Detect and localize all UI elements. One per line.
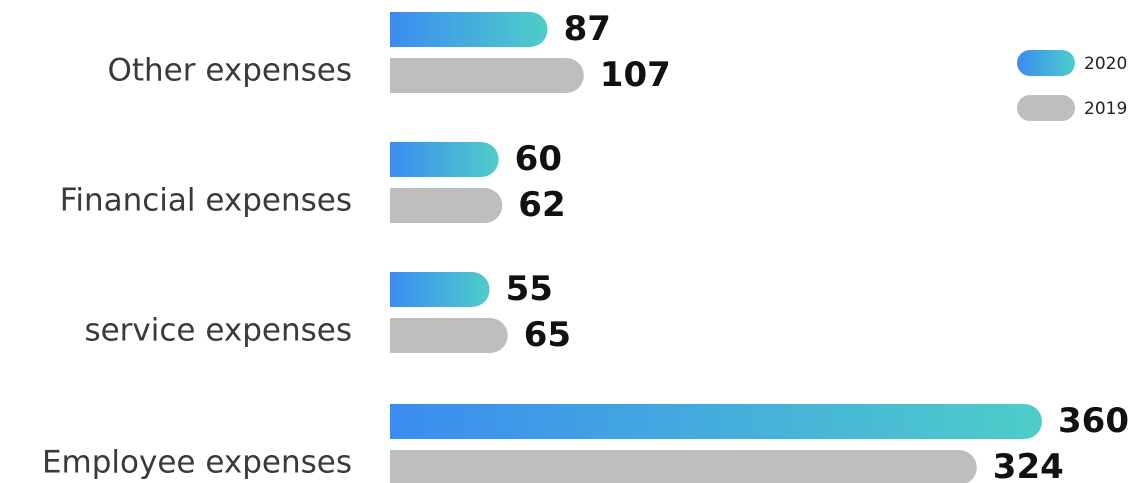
bars-layer — [390, 12, 1042, 483]
value-label-2019-service-expenses: 65 — [524, 315, 571, 355]
bar-2019-other-expenses — [390, 58, 584, 93]
bar-2020-financial-expenses — [390, 142, 499, 177]
value-label-2020-employee-expenses: 360 — [1058, 401, 1129, 441]
legend-swatch-2020 — [1017, 50, 1075, 76]
legend-label-2019: 2019 — [1084, 99, 1127, 119]
value-label-2019-employee-expenses: 324 — [993, 447, 1064, 483]
value-label-2019-financial-expenses: 62 — [518, 185, 565, 225]
bar-2019-employee-expenses — [390, 450, 977, 483]
category-label-financial-expenses: Financial expenses — [60, 183, 352, 219]
value-label-2020-financial-expenses: 60 — [515, 139, 562, 179]
bar-2019-financial-expenses — [390, 188, 503, 223]
value-label-2019-other-expenses: 107 — [600, 55, 671, 95]
bar-2020-other-expenses — [390, 12, 548, 47]
legend: 2020 2019 — [1017, 50, 1127, 121]
category-label-other-expenses: Other expenses — [107, 53, 352, 89]
labels-layer: Other expenses 87 107 Financial expenses 60 6… — [42, 9, 1129, 483]
category-label-employee-expenses: Employee expenses — [42, 445, 352, 481]
bar-2020-employee-expenses — [390, 404, 1042, 439]
legend-swatch-2019 — [1017, 95, 1075, 121]
bar-2020-service-expenses — [390, 272, 490, 307]
value-label-2020-service-expenses: 55 — [506, 269, 553, 309]
value-label-2020-other-expenses: 87 — [564, 9, 611, 49]
bar-2019-service-expenses — [390, 318, 508, 353]
category-label-service-expenses: service expenses — [84, 313, 352, 349]
legend-label-2020: 2020 — [1084, 54, 1127, 74]
